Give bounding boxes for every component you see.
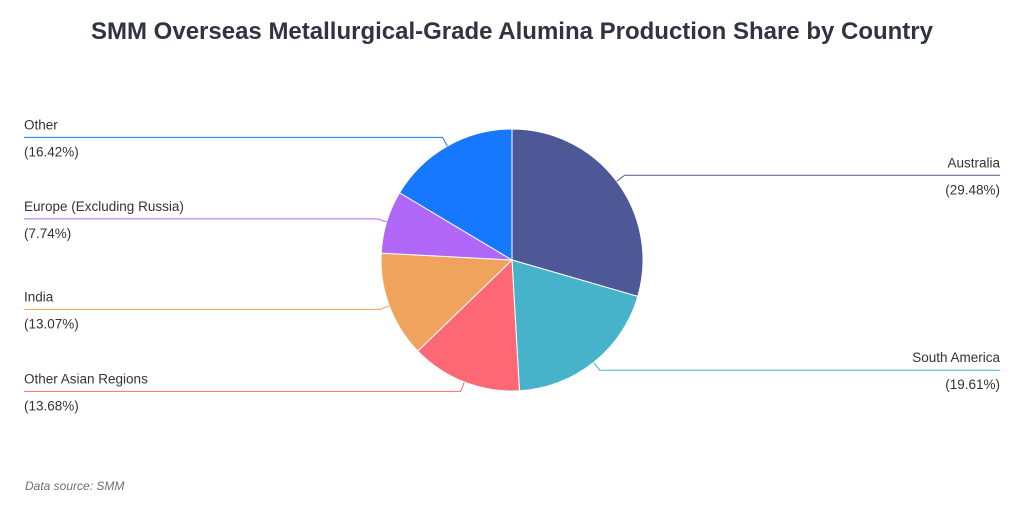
data-source-note: Data source: SMM <box>25 479 125 493</box>
slice-value-europe-excluding-russia: (7.74%) <box>24 226 71 241</box>
slice-value-south-america: (19.61%) <box>945 377 1000 392</box>
pie-slice-south-america[interactable] <box>511 259 639 392</box>
slice-value-australia: (29.48%) <box>945 182 1000 197</box>
pie-slice-other[interactable] <box>398 128 513 261</box>
slice-label-india: India <box>24 289 54 304</box>
leader-line-europe-excluding-russia <box>24 218 387 223</box>
pie-slice-australia[interactable] <box>511 128 644 298</box>
slice-label-australia: Australia <box>947 155 1000 170</box>
leader-line-south-america <box>593 362 1000 371</box>
slice-value-other-asian-regions: (13.68%) <box>24 398 79 413</box>
chart-title: SMM Overseas Metallurgical-Grade Alumina… <box>91 18 933 45</box>
slice-label-south-america: South America <box>912 350 1000 365</box>
pie-slice-other-asian-regions[interactable] <box>417 258 521 392</box>
leader-lines <box>24 136 1000 392</box>
leader-line-australia <box>616 174 1000 182</box>
leader-line-other-asian-regions <box>24 381 465 392</box>
slice-label-europe-excluding-russia: Europe (Excluding Russia) <box>24 199 184 214</box>
slice-value-other: (16.42%) <box>24 144 79 159</box>
leader-line-other <box>24 136 448 147</box>
slice-label-other-asian-regions: Other Asian Regions <box>24 371 148 386</box>
leader-line-india <box>24 305 390 310</box>
slice-labels: Australia (29.48%) South America (19.61%) Ot… <box>24 117 1000 413</box>
slice-label-other: Other <box>24 117 58 132</box>
pie-slices <box>380 128 644 392</box>
slice-value-india: (13.07%) <box>24 316 79 331</box>
